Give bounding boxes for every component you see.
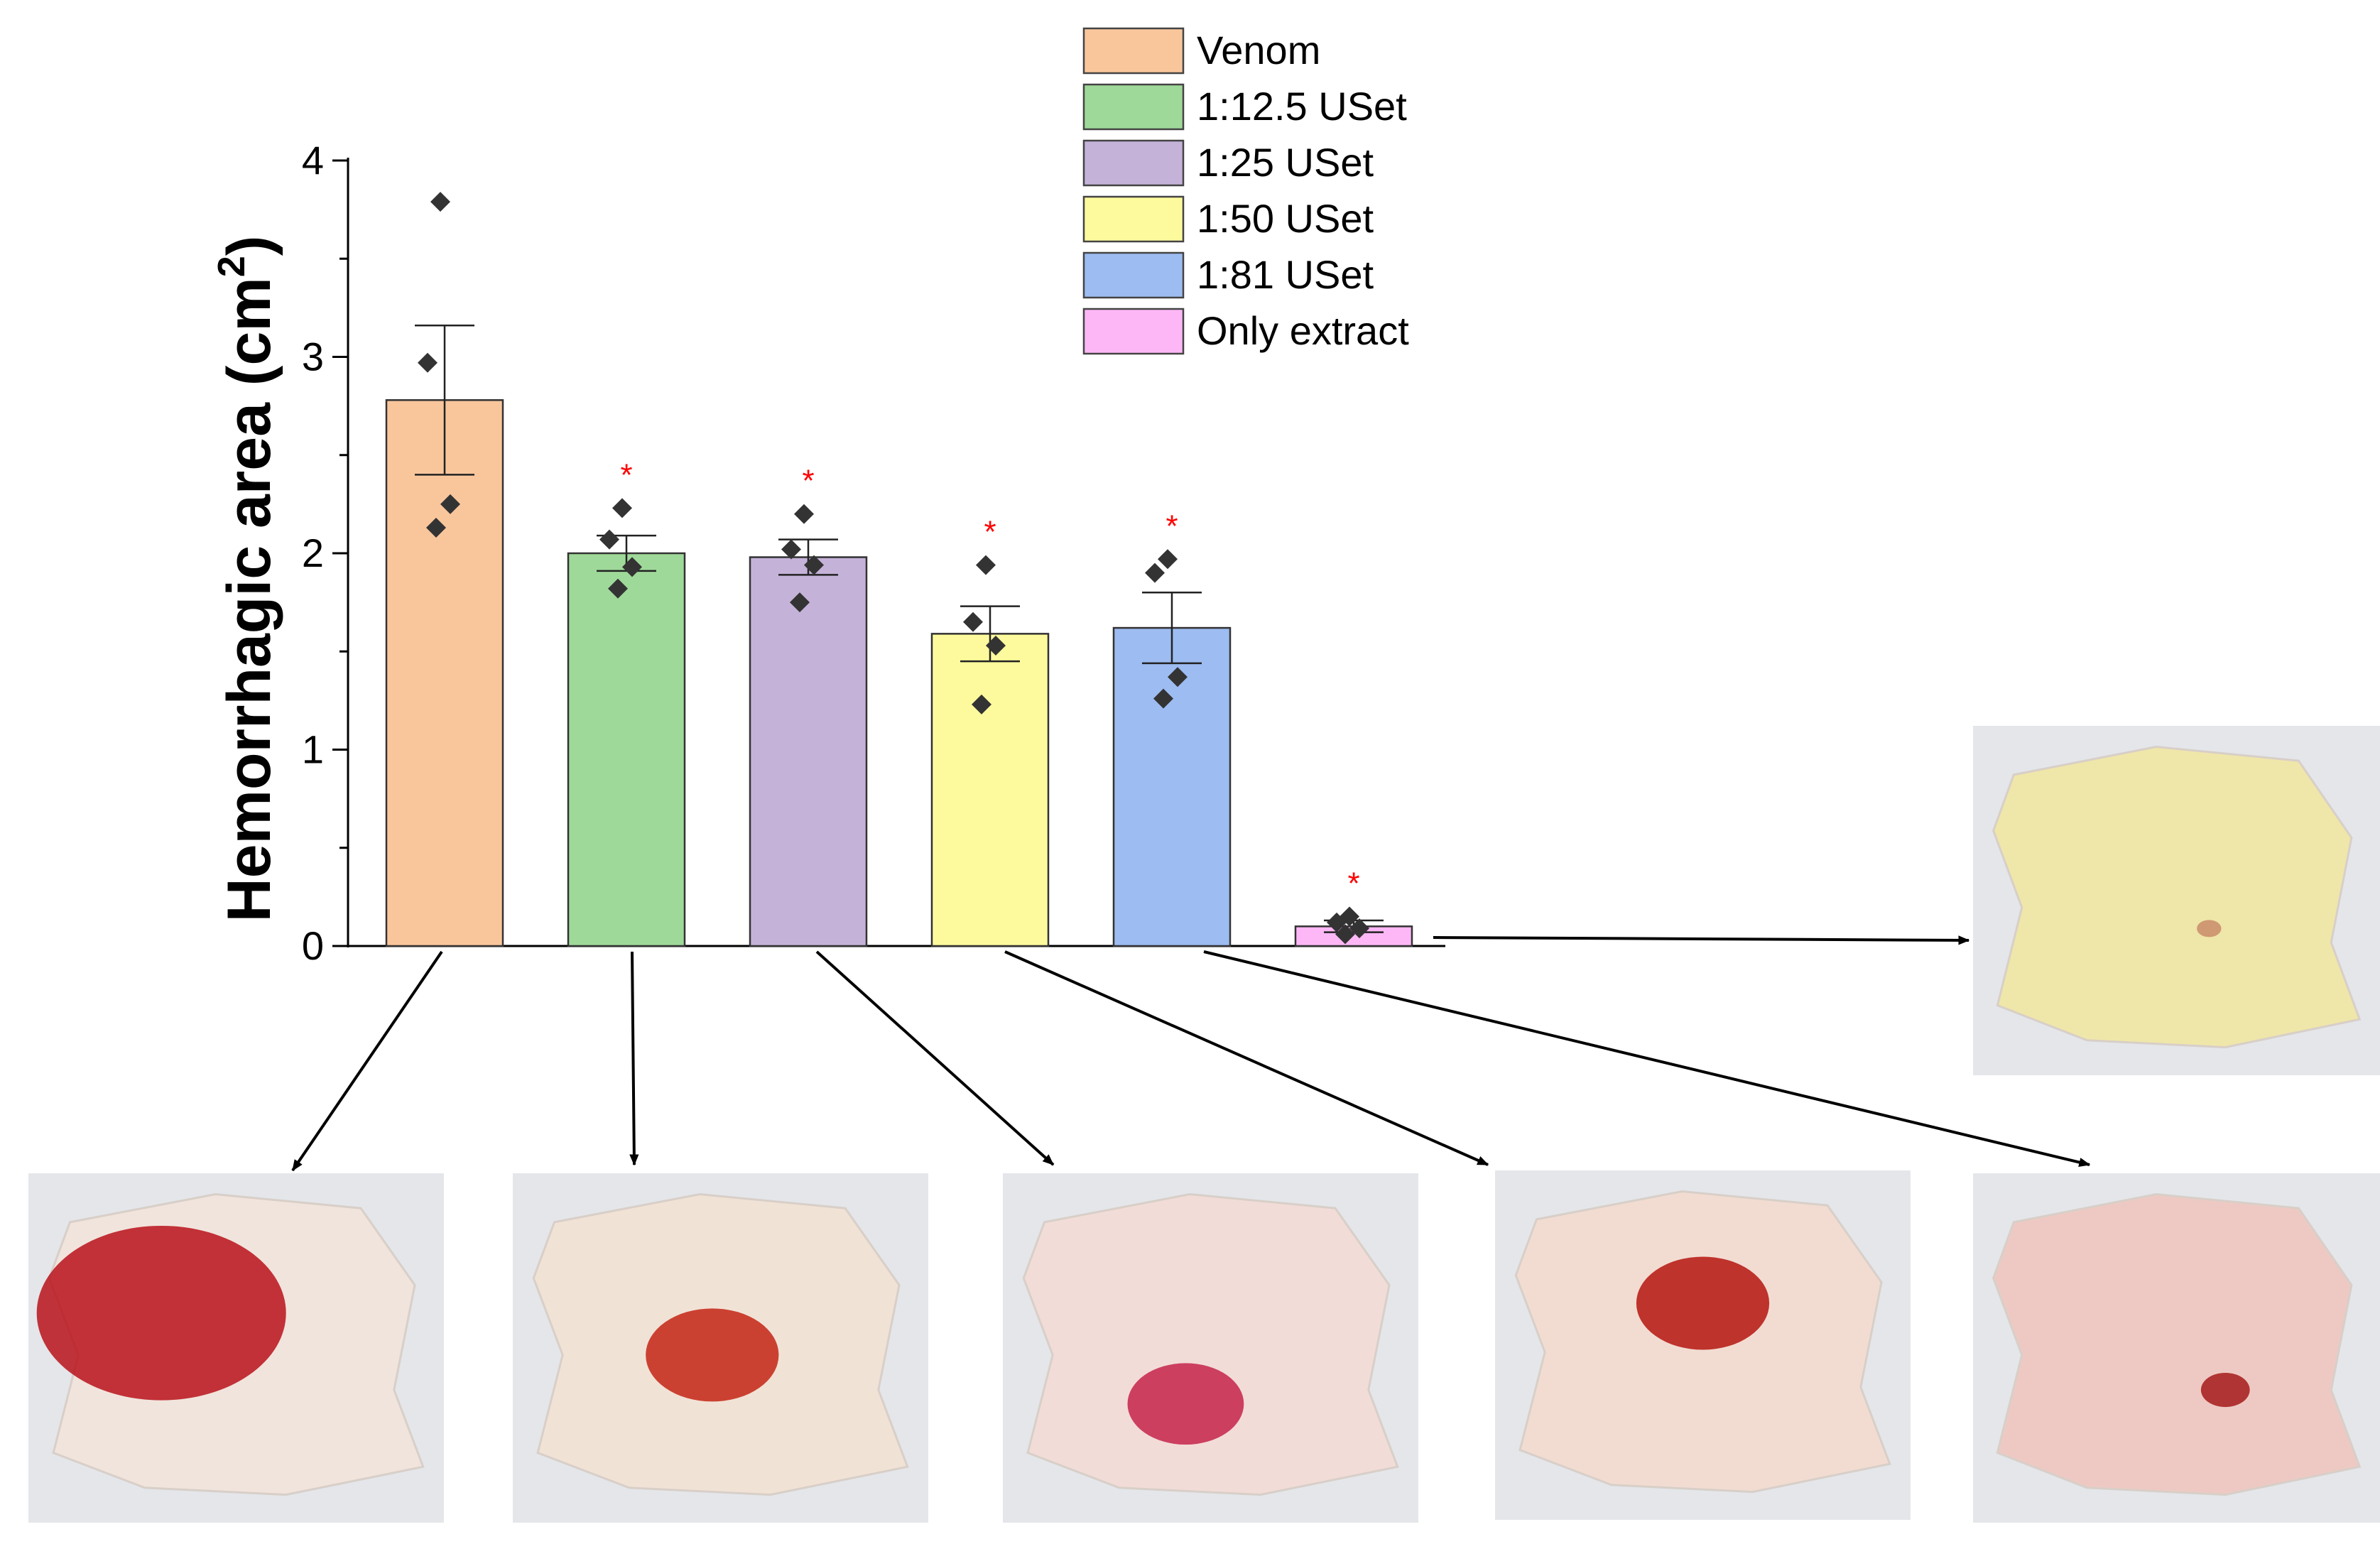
legend-label-4: 1:50 USet — [1197, 196, 1374, 241]
data-point — [1335, 924, 1355, 945]
significance-markers: * * * * * — [620, 457, 1359, 901]
arrow-1 — [291, 950, 443, 1172]
data-point — [963, 611, 983, 632]
tissue — [1992, 746, 2362, 1049]
data-point — [986, 635, 1006, 656]
data-point — [976, 555, 996, 575]
arrow-2 — [629, 951, 639, 1166]
tissue-photo-only-extract — [1973, 726, 2380, 1075]
significance-star: * — [1347, 866, 1359, 901]
data-point — [612, 498, 632, 518]
legend-label-2: 1:12.5 USet — [1197, 84, 1407, 129]
error-bars — [415, 325, 1384, 933]
legend-label-3: 1:25 USet — [1197, 140, 1374, 185]
legend-swatch-4 — [1082, 195, 1185, 243]
hemorrhage-stain — [2200, 1372, 2250, 1408]
data-points — [418, 192, 1369, 945]
bar-4 — [930, 633, 1050, 947]
significance-star: * — [1165, 509, 1178, 543]
legend-swatch-5 — [1082, 251, 1185, 299]
data-point — [608, 578, 628, 599]
legend-swatch-3 — [1082, 139, 1185, 187]
legend-swatch-6 — [1082, 308, 1185, 355]
data-point — [1145, 562, 1165, 583]
tissue — [1992, 1193, 2362, 1496]
data-point — [418, 352, 438, 373]
legend-label-6: Only extract — [1197, 308, 1409, 353]
hemorrhage-stain — [646, 1308, 779, 1402]
tissue-photo-usat-25 — [1003, 1173, 1418, 1523]
bar-3 — [749, 556, 868, 947]
tissue — [1022, 1193, 1399, 1496]
data-point — [794, 504, 814, 524]
legend-swatch-2 — [1082, 83, 1185, 131]
data-point — [790, 592, 810, 613]
data-point — [972, 694, 991, 714]
legend-label-5: 1:81 USet — [1197, 252, 1374, 297]
data-point — [426, 518, 446, 538]
y-tick-label-0: 0 — [302, 923, 324, 968]
arrow-3 — [815, 950, 1055, 1166]
y-axis-title: Hemorrhagic area (cm2) — [210, 236, 283, 923]
legend-swatch-1 — [1082, 27, 1185, 75]
significance-star: * — [620, 457, 632, 492]
y-tick-label-4: 4 — [302, 138, 324, 183]
data-point — [599, 529, 619, 550]
y-tick-label-3: 3 — [302, 335, 324, 379]
axes: 0 1 2 3 4 — [302, 138, 1445, 968]
hemorrhage-stain — [2197, 920, 2222, 937]
data-point — [1349, 918, 1369, 939]
bars — [385, 399, 1413, 947]
data-point — [430, 192, 450, 212]
y-tick-label-2: 2 — [302, 531, 324, 575]
significance-star: * — [984, 515, 996, 550]
tissue-photo-usat-50 — [1495, 1170, 1911, 1520]
tissue-photo-usat-12-5 — [513, 1173, 928, 1523]
arrow-6 — [1433, 935, 1970, 945]
arrow-5 — [1203, 950, 2091, 1168]
significance-star: * — [802, 464, 814, 499]
y-tick-label-1: 1 — [302, 727, 324, 772]
tissue-photos — [28, 726, 2380, 1523]
data-point — [622, 557, 642, 577]
hemorrhage-stain — [1636, 1256, 1770, 1350]
arrow-4 — [1004, 950, 1489, 1166]
data-point — [1153, 688, 1173, 709]
data-point — [1158, 549, 1178, 570]
data-point — [781, 539, 801, 560]
data-point — [804, 555, 824, 575]
hemorrhage-stain — [1127, 1363, 1244, 1445]
data-point — [440, 494, 460, 514]
bar-2 — [567, 552, 686, 947]
bar-1 — [385, 399, 504, 947]
hemorrhage-stain — [36, 1225, 286, 1401]
arrows — [291, 935, 2091, 1172]
data-point — [1168, 667, 1188, 687]
tissue-photo-usat-81 — [1973, 1173, 2380, 1523]
data-point — [1327, 912, 1347, 933]
tissue-photo-venom — [28, 1173, 444, 1523]
legend: Venom 1:12.5 USet 1:25 USet 1:50 USet 1:81 U… — [1082, 27, 1409, 355]
legend-label-1: Venom — [1197, 28, 1320, 72]
